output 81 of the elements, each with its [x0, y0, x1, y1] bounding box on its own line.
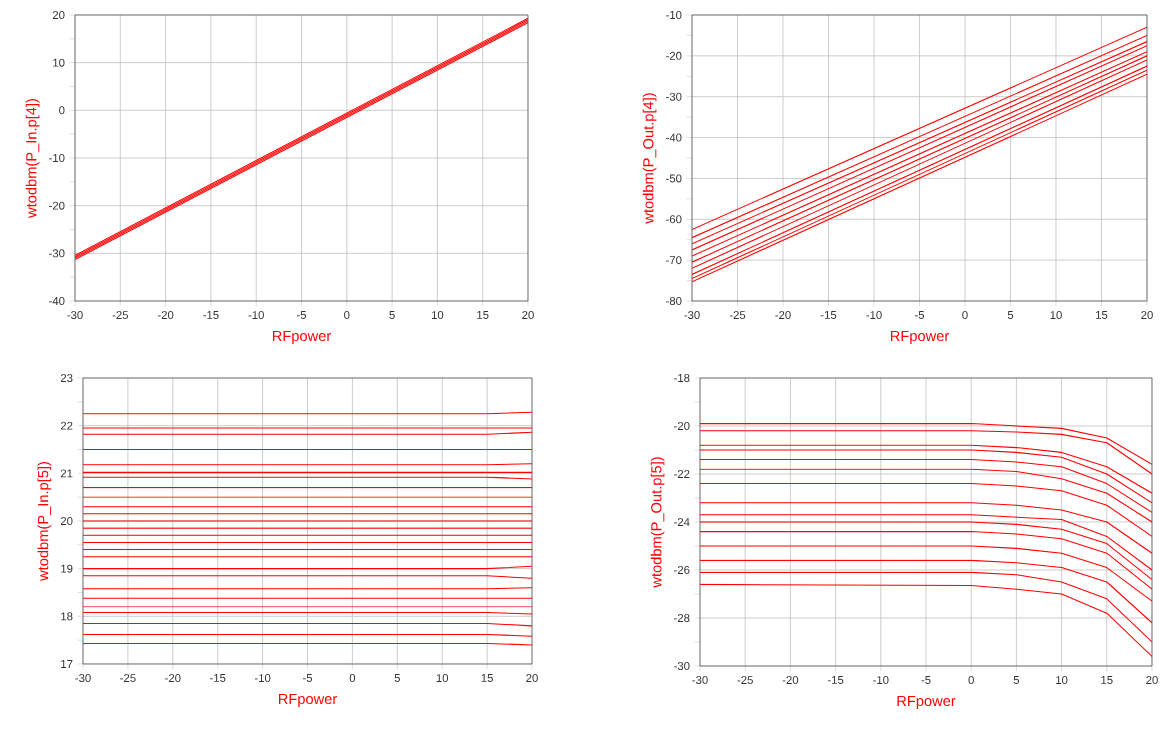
x-tick-label: -30: [67, 311, 83, 320]
y-axis-title: wtodbm(P_Out.p[4]): [642, 93, 657, 224]
y-tick-label: -80: [666, 296, 682, 305]
x-tick-label: 0: [962, 311, 968, 320]
y-tick-label: 10: [53, 58, 65, 67]
x-tick-label: 20: [1146, 676, 1158, 685]
x-tick-label: 0: [349, 674, 356, 683]
y-tick-label: -20: [666, 51, 682, 60]
y-tick-label: -20: [49, 201, 65, 210]
x-tick-label: -20: [782, 676, 799, 685]
x-tick-label: -30: [692, 676, 708, 685]
y-tick-label: 20: [60, 516, 73, 525]
y-axis-title: wtodbm(P_In.p[4]): [25, 99, 40, 218]
y-tick-label: 17: [61, 660, 73, 668]
y-tick-label: -10: [49, 153, 65, 162]
x-tick-label: 20: [1141, 311, 1153, 320]
x-axis-title: RFpower: [272, 330, 331, 344]
x-tick-label: -25: [729, 311, 746, 320]
x-tick-label: 20: [526, 674, 538, 683]
y-tick-label: 18: [61, 612, 73, 621]
y-tick-label: -20: [674, 421, 690, 430]
x-tick-label: -10: [873, 676, 889, 685]
y-tick-label: 19: [61, 564, 73, 573]
x-axis-title: RFpower: [897, 695, 956, 709]
x-tick-label: -5: [296, 311, 307, 319]
x-tick-label: -15: [820, 311, 837, 319]
y-axis-title: wtodbm(P_In.p[5]): [37, 461, 52, 581]
y-tick-label: -40: [666, 133, 682, 142]
x-tick-label: 0: [344, 311, 350, 320]
x-tick-label: 5: [394, 674, 400, 682]
x-tick-label: 10: [1050, 311, 1062, 320]
x-tick-label: 10: [436, 674, 449, 683]
x-tick-label: -20: [775, 311, 791, 320]
x-tick-label: -10: [248, 311, 264, 320]
y-tick-label: 22: [60, 421, 73, 430]
y-tick-label: -24: [674, 518, 690, 526]
x-tick-label: -30: [684, 311, 700, 320]
y-tick-label: -60: [666, 215, 682, 224]
x-tick-label: 5: [1007, 311, 1014, 319]
x-tick-label: 15: [481, 674, 493, 682]
y-tick-label: 20: [52, 10, 65, 19]
y-tick-label: -22: [674, 470, 690, 478]
x-tick-label: 15: [1096, 311, 1108, 319]
x-tick-label: -30: [75, 674, 91, 683]
y-tick-label: 23: [60, 373, 73, 382]
x-tick-label: -20: [157, 311, 174, 320]
y-tick-label: -40: [49, 296, 65, 305]
x-tick-label: 5: [1013, 676, 1020, 684]
x-axis-title: RFpower: [278, 693, 337, 707]
y-tick-label: -50: [666, 174, 682, 183]
x-tick-label: -15: [827, 676, 844, 684]
x-axis-title: RFpower: [890, 330, 949, 344]
x-tick-label: -10: [254, 674, 271, 683]
y-tick-label: -30: [49, 249, 65, 258]
y-tick-label: -10: [666, 10, 682, 19]
x-tick-label: -15: [203, 311, 219, 319]
x-tick-label: -25: [737, 676, 753, 685]
y-axis-title: wtodbm(P_Out.p[5]): [650, 457, 665, 588]
x-tick-label: 10: [1056, 676, 1068, 685]
x-tick-label: -25: [120, 674, 136, 683]
y-tick-label: 0: [59, 106, 65, 115]
x-tick-label: 15: [1101, 676, 1113, 684]
x-tick-label: 10: [431, 311, 444, 320]
y-tick-label: 21: [60, 469, 73, 478]
x-tick-label: 5: [389, 311, 395, 319]
y-tick-label: -30: [666, 92, 682, 101]
x-tick-label: -5: [914, 311, 925, 319]
x-tick-label: 0: [968, 676, 974, 685]
x-tick-label: -15: [210, 674, 226, 682]
x-tick-label: -5: [921, 676, 931, 684]
x-tick-label: 15: [477, 311, 489, 319]
y-tick-label: -18: [674, 373, 690, 382]
y-tick-label: -30: [674, 661, 690, 670]
x-tick-label: -25: [112, 311, 129, 320]
y-tick-label: -26: [674, 565, 690, 574]
y-tick-label: -28: [674, 613, 690, 622]
x-tick-label: -20: [165, 674, 181, 683]
y-tick-label: -70: [666, 256, 682, 265]
x-tick-label: 20: [522, 311, 534, 320]
x-tick-label: -10: [866, 311, 882, 320]
x-tick-label: -5: [302, 674, 313, 682]
